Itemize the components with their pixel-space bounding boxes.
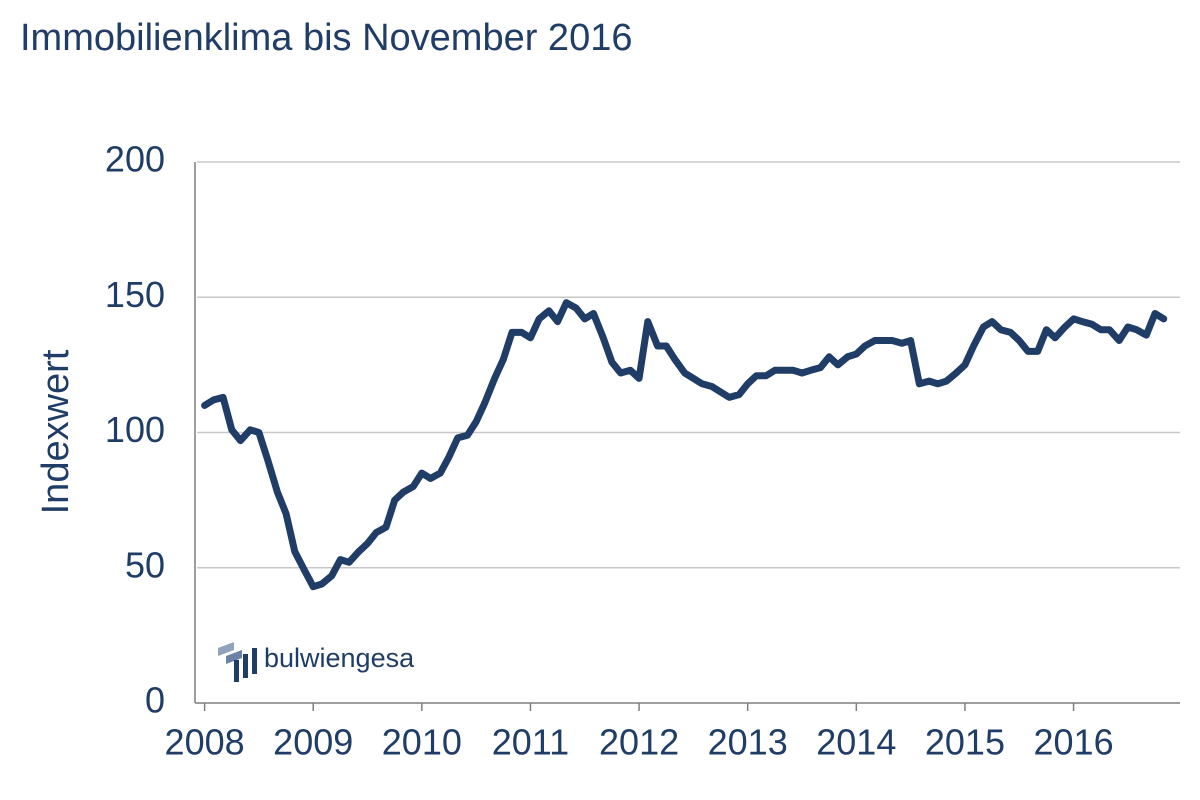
x-tick-label: 2015 — [925, 722, 1005, 763]
x-tick-label: 2009 — [273, 722, 353, 763]
y-tick-label: 50 — [125, 544, 165, 585]
chart-title: Immobilienklima bis November 2016 — [20, 17, 632, 59]
y-tick-label: 0 — [145, 680, 165, 721]
x-tick-label: 2016 — [1034, 722, 1114, 763]
x-tick-label: 2014 — [816, 722, 896, 763]
x-tick-label: 2011 — [492, 722, 569, 763]
logo: bulwiengesa — [218, 642, 415, 682]
logo-icon — [243, 654, 248, 678]
logo-icon — [234, 660, 239, 682]
logo-icon — [226, 650, 242, 664]
y-tick-label: 150 — [105, 274, 165, 315]
logo-icon — [252, 648, 257, 674]
x-tick-label: 2013 — [708, 722, 788, 763]
logo-text: bulwiengesa — [264, 643, 415, 673]
y-tick-label: 200 — [105, 139, 165, 180]
logo-icon — [218, 642, 234, 656]
y-tick-label: 100 — [105, 409, 165, 450]
data-line — [201, 299, 1168, 591]
x-tick-label: 2012 — [599, 722, 679, 763]
y-axis-label: Indexwert — [35, 349, 77, 514]
x-tick-label: 2010 — [382, 722, 462, 763]
x-tick-label: 2008 — [165, 722, 245, 763]
